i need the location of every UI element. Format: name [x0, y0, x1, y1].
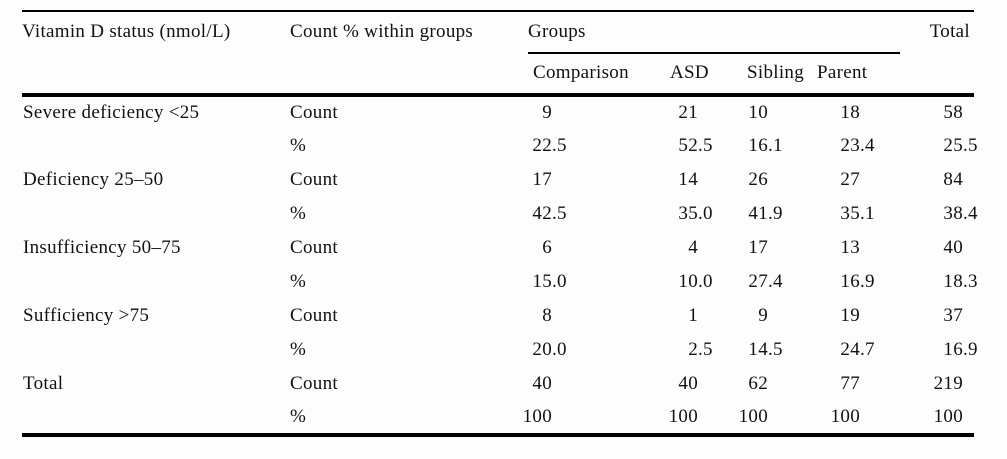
table-row-total-percent: % 100 100 100 100 100 [22, 401, 974, 435]
col-header-asd: ASD [645, 56, 725, 97]
col-header-sibling: Sibling [725, 56, 810, 97]
table-cell: 24.7 [840, 339, 875, 360]
row-status-spacer [22, 401, 290, 435]
table-cell: 27.4 [748, 271, 783, 292]
table-row-severe-percent: % 22.5 52.5 16.1 23.4 25.5 [22, 129, 978, 163]
table-cell: 26 [748, 169, 768, 190]
table-cell: 1 [688, 305, 698, 326]
table-cell: 9 [542, 102, 552, 123]
table-cell: 22.5 [532, 135, 567, 156]
table-cell: 100 [522, 406, 552, 427]
row-measure-label: % [290, 203, 307, 224]
table-cell: 23.4 [840, 135, 875, 156]
row-measure-label: Count [290, 169, 338, 190]
table-row-sufficiency-percent: % 20.0 2.5 14.5 24.7 16.9 [22, 333, 978, 367]
vitamin-d-status-table: Vitamin D status (nmol/L) Count % within… [22, 10, 978, 437]
table-cell: 52.5 [678, 135, 713, 156]
table-cell: 100 [738, 406, 768, 427]
table-cell: 100 [668, 406, 698, 427]
table-cell: 15.0 [532, 271, 567, 292]
col-header-comparison: Comparison [520, 56, 645, 97]
table-cell: 16.9 [943, 339, 978, 360]
table-cell: 18.3 [943, 271, 978, 292]
table-row-sufficiency-count: Sufficiency >75 Count 8 1 9 19 37 [22, 299, 974, 333]
row-measure-label: % [290, 339, 307, 360]
table-cell: 40 [532, 373, 552, 394]
header-row-top: Vitamin D status (nmol/L) Count % within… [22, 11, 974, 97]
table-cell: 58 [943, 102, 963, 123]
table-cell: 16.1 [748, 135, 783, 156]
table-cell: 18 [840, 102, 860, 123]
row-measure-label: Count [290, 373, 338, 394]
table-cell: 17 [532, 169, 552, 190]
table-row-deficiency-percent: % 42.5 35.0 41.9 35.1 38.4 [22, 197, 978, 231]
table-cell: 9 [758, 305, 768, 326]
table-row-deficiency-count: Deficiency 25–50 Count 17 14 26 27 84 [22, 163, 974, 197]
row-status-label: Total [23, 373, 64, 394]
row-status-label: Sufficiency >75 [23, 305, 150, 326]
col-header-groups: Groups [520, 11, 900, 56]
row-status-spacer [22, 197, 290, 231]
table-cell: 35.1 [840, 203, 875, 224]
table-cell: 38.4 [943, 203, 978, 224]
row-status-label: Deficiency 25–50 [23, 169, 164, 190]
groups-label: Groups [528, 21, 586, 42]
table-cell: 2.5 [688, 339, 713, 360]
table-cell: 77 [840, 373, 860, 394]
table-row-insufficiency-percent: % 15.0 10.0 27.4 16.9 18.3 [22, 265, 978, 299]
table-body: Severe deficiency <25 Count 9 21 10 18 5… [22, 95, 978, 435]
table-cell: 25.5 [943, 135, 978, 156]
table-cell: 84 [943, 169, 963, 190]
table-cell: 35.0 [678, 203, 713, 224]
table-cell: 100 [933, 406, 963, 427]
groups-underline-rule [528, 52, 900, 54]
row-measure-label: % [290, 135, 307, 156]
table-row-severe-count: Severe deficiency <25 Count 9 21 10 18 5… [22, 95, 974, 129]
table-cell: 100 [830, 406, 860, 427]
table-cell: 13 [840, 237, 860, 258]
row-measure-label: Count [290, 237, 338, 258]
table-header: Vitamin D status (nmol/L) Count % within… [22, 11, 974, 97]
col-header-status: Vitamin D status (nmol/L) [22, 11, 290, 97]
table-cell: 40 [943, 237, 963, 258]
header-row-groups: Comparison ASD Sibling Parent [22, 56, 974, 97]
table-cell: 14 [678, 169, 698, 190]
row-measure-label: Count [290, 305, 338, 326]
row-status-label: Insufficiency 50–75 [23, 237, 181, 258]
table-cell: 40 [678, 373, 698, 394]
table-cell: 19 [840, 305, 860, 326]
col-header-parent: Parent [810, 56, 900, 97]
row-status-spacer [22, 333, 290, 367]
row-status-label: Severe deficiency <25 [23, 102, 200, 123]
col-header-measure: Count % within groups [290, 11, 520, 97]
table-row-insufficiency-count: Insufficiency 50–75 Count 6 4 17 13 40 [22, 231, 974, 265]
table-cell: 10.0 [678, 271, 713, 292]
table-cell: 37 [943, 305, 963, 326]
row-measure-label: Count [290, 102, 338, 123]
table-cell: 14.5 [748, 339, 783, 360]
table-cell: 41.9 [748, 203, 783, 224]
row-measure-label: % [290, 406, 307, 427]
table-cell: 219 [933, 373, 963, 394]
table-cell: 17 [748, 237, 768, 258]
table-cell: 16.9 [840, 271, 875, 292]
table-cell: 62 [748, 373, 768, 394]
table-cell: 21 [678, 102, 698, 123]
table-row-total-count: Total Count 40 40 62 77 219 [22, 367, 974, 401]
row-status-spacer [22, 129, 290, 163]
row-measure-label: % [290, 271, 307, 292]
row-status-spacer [22, 265, 290, 299]
table-cell: 20.0 [532, 339, 567, 360]
table-cell: 6 [542, 237, 552, 258]
col-header-total: Total [900, 11, 974, 97]
table-cell: 8 [542, 305, 552, 326]
table-cell: 4 [688, 237, 698, 258]
table-cell: 10 [748, 102, 768, 123]
table-cell: 42.5 [532, 203, 567, 224]
table-cell: 27 [840, 169, 860, 190]
